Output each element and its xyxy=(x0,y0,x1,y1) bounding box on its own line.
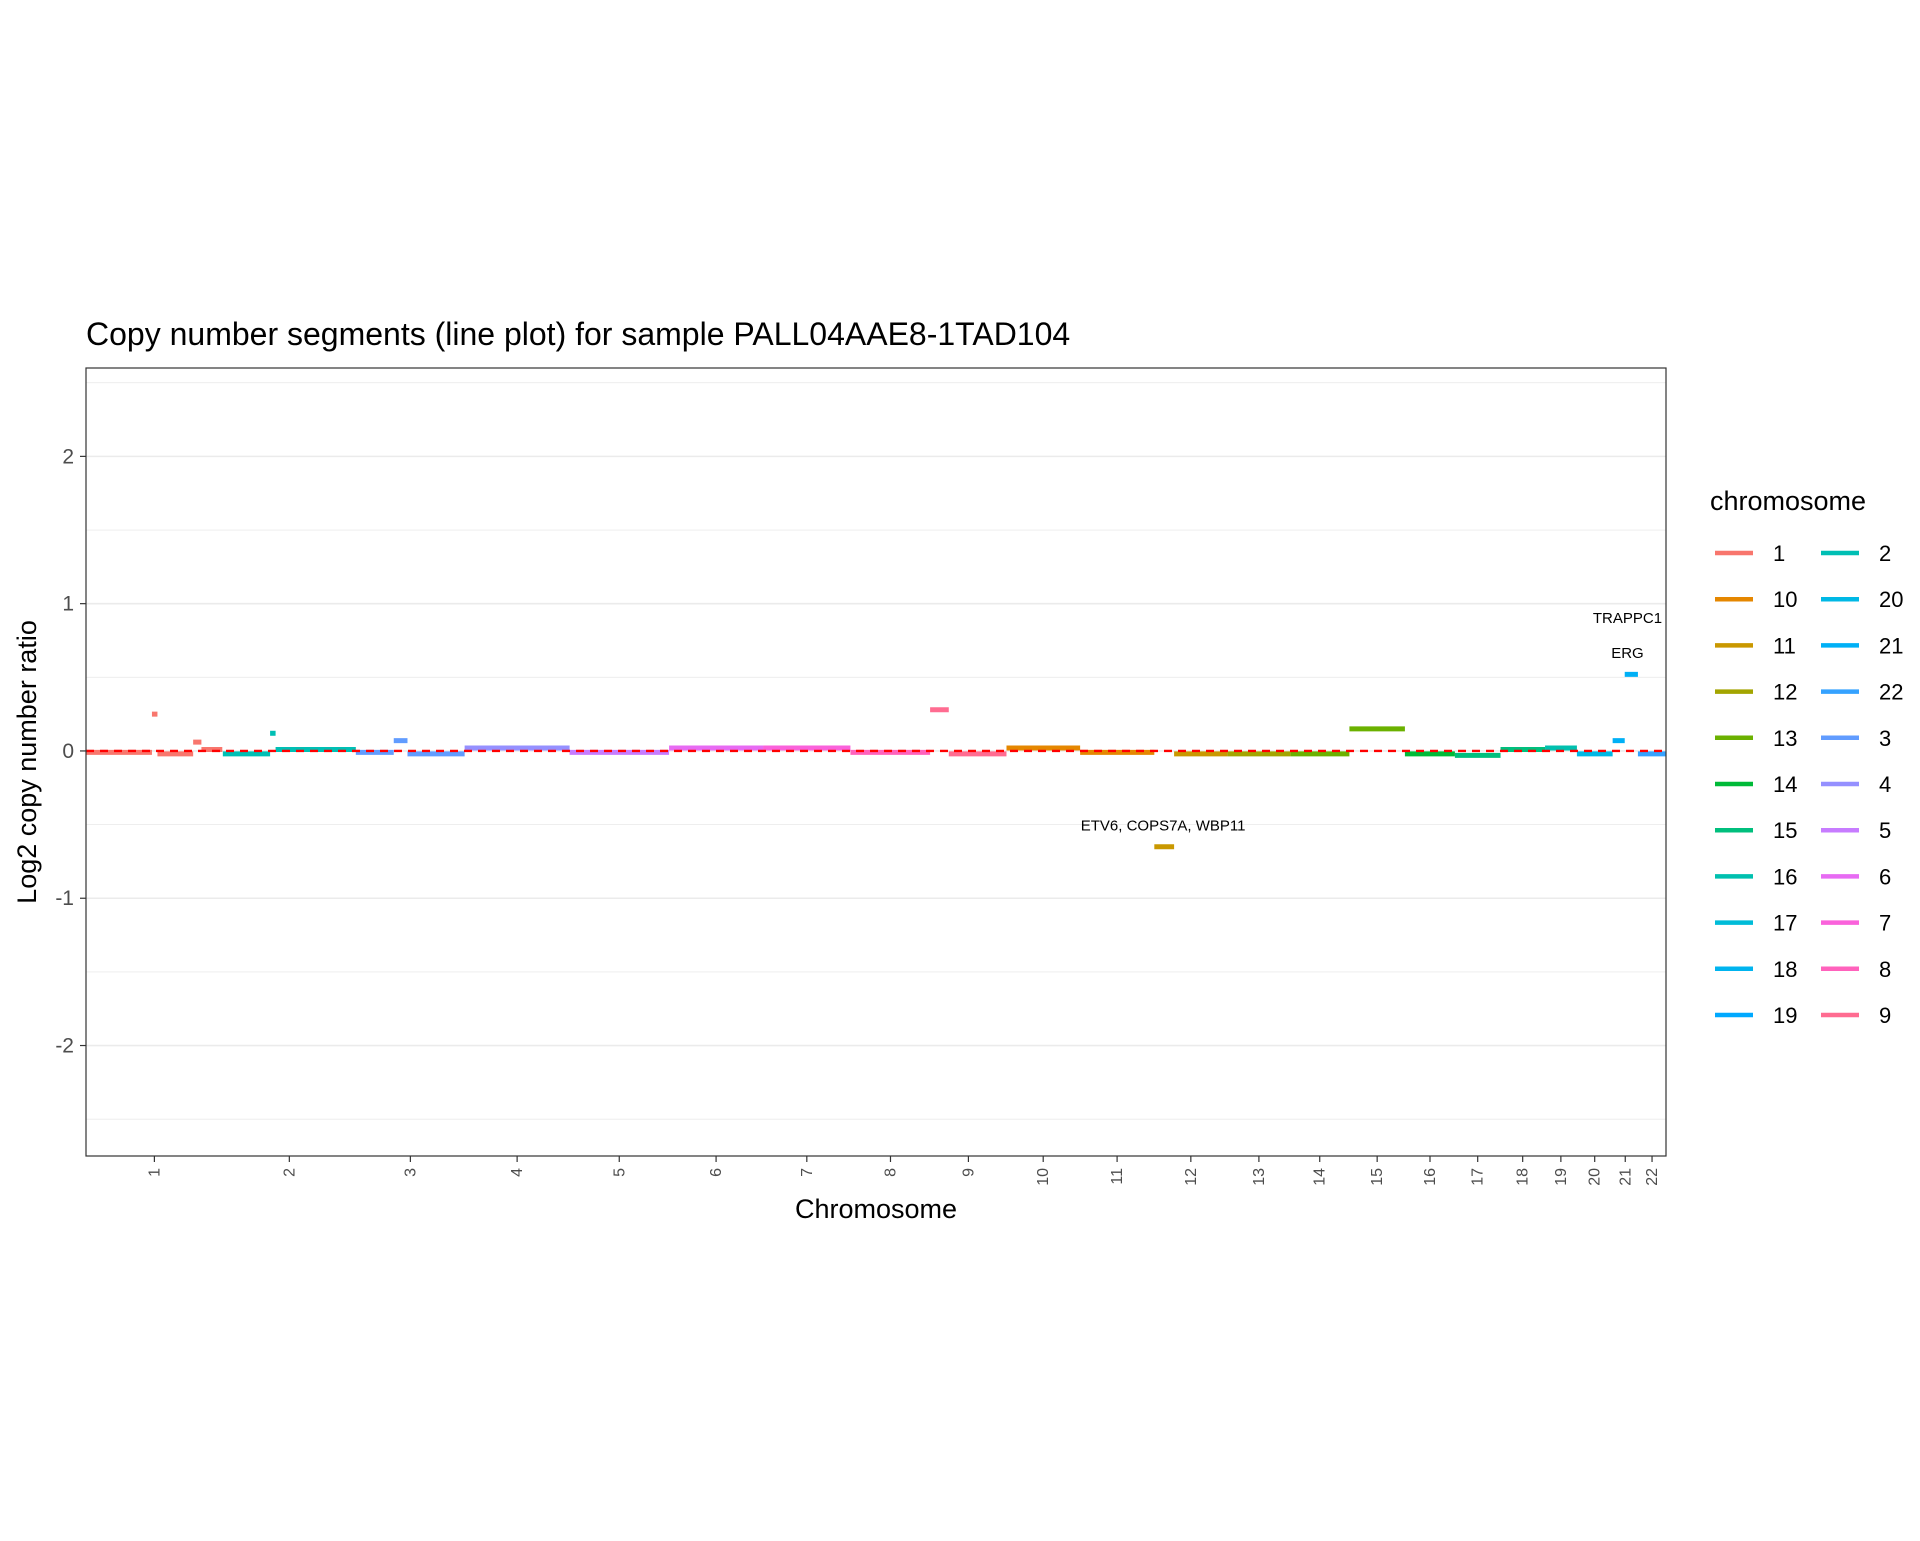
legend-label-chr2: 2 xyxy=(1879,541,1891,566)
x-tick-label: 18 xyxy=(1515,1168,1532,1186)
legend-title: chromosome xyxy=(1710,486,1866,516)
y-tick-label: -2 xyxy=(55,1035,74,1058)
legend-label-chr4: 4 xyxy=(1879,772,1891,797)
x-tick-label: 12 xyxy=(1183,1168,1200,1186)
x-tick-label: 15 xyxy=(1369,1168,1386,1186)
legend-label-chr18: 18 xyxy=(1773,957,1797,982)
legend-label-chr21: 21 xyxy=(1879,633,1903,658)
legend-label-chr19: 19 xyxy=(1773,1003,1797,1028)
x-tick-label: 9 xyxy=(960,1168,977,1177)
x-tick-label: 10 xyxy=(1035,1168,1052,1186)
chart-title: Copy number segments (line plot) for sam… xyxy=(86,316,1070,352)
x-tick-label: 13 xyxy=(1251,1168,1268,1186)
x-tick-label: 6 xyxy=(708,1168,725,1177)
segment-layer xyxy=(86,671,1666,850)
x-tick-label: 20 xyxy=(1587,1168,1604,1186)
x-tick-label: 17 xyxy=(1470,1168,1487,1186)
y-tick-label: 2 xyxy=(62,445,74,468)
x-tick-label: 8 xyxy=(882,1168,899,1177)
x-tick-label: 11 xyxy=(1109,1168,1126,1185)
x-tick-label: 2 xyxy=(281,1168,298,1177)
legend-label-chr3: 3 xyxy=(1879,726,1891,751)
legend-label-chr17: 17 xyxy=(1773,911,1797,936)
legend-label-chr20: 20 xyxy=(1879,587,1903,612)
x-tick-label: 5 xyxy=(611,1168,628,1177)
plot-panel-background xyxy=(86,368,1666,1156)
legend-label-chr8: 8 xyxy=(1879,957,1891,982)
y-axis-title: Log2 copy number ratio xyxy=(12,620,42,904)
legend-label-chr12: 12 xyxy=(1773,680,1797,705)
legend-label-chr10: 10 xyxy=(1773,587,1797,612)
gene-annotation: ERG xyxy=(1611,645,1644,662)
y-tick-label: -1 xyxy=(55,887,74,910)
legend-label-chr7: 7 xyxy=(1879,911,1891,936)
x-tick-label: 21 xyxy=(1617,1168,1634,1186)
plot-panel: TRAPPC1 ERG ETV6, COPS7A, WBP11 xyxy=(85,367,1667,1157)
legend-label-chr11: 11 xyxy=(1773,633,1796,658)
legend-label-chr9: 9 xyxy=(1879,1003,1891,1028)
x-axis: 1 2 3 4 5 6 7 8 9 10 11 12 13 14 15 16 17 18 19 20 21 22 xyxy=(146,1156,1661,1186)
legend-label-chr1: 1 xyxy=(1773,541,1785,566)
x-tick-label: 4 xyxy=(509,1168,526,1177)
x-tick-label: 7 xyxy=(799,1168,816,1177)
y-tick-label: 1 xyxy=(62,593,74,616)
x-tick-label: 1 xyxy=(146,1168,163,1177)
x-tick-label: 14 xyxy=(1312,1168,1329,1186)
x-tick-label: 16 xyxy=(1422,1168,1439,1186)
y-tick-label: 0 xyxy=(62,740,74,763)
legend-label-chr14: 14 xyxy=(1773,772,1797,797)
legend-label-chr5: 5 xyxy=(1879,818,1891,843)
y-axis: -2 -1 0 1 2 xyxy=(55,445,86,1058)
legend-label-chr6: 6 xyxy=(1879,864,1891,889)
annotation-layer: TRAPPC1 ERG ETV6, COPS7A, WBP11 xyxy=(1081,610,1662,835)
plot-panel-border xyxy=(85,367,1667,1157)
x-axis-title: Chromosome xyxy=(795,1194,957,1224)
gene-annotation: TRAPPC1 xyxy=(1593,610,1662,627)
gene-annotation: ETV6, COPS7A, WBP11 xyxy=(1081,817,1246,834)
x-tick-label: 22 xyxy=(1644,1168,1661,1186)
legend-label-chr13: 13 xyxy=(1773,726,1797,751)
x-tick-label: 3 xyxy=(402,1168,419,1177)
legend-label-chr15: 15 xyxy=(1773,818,1797,843)
legend-label-chr16: 16 xyxy=(1773,864,1797,889)
x-tick-label: 19 xyxy=(1553,1168,1570,1186)
legend-label-chr22: 22 xyxy=(1879,680,1903,705)
